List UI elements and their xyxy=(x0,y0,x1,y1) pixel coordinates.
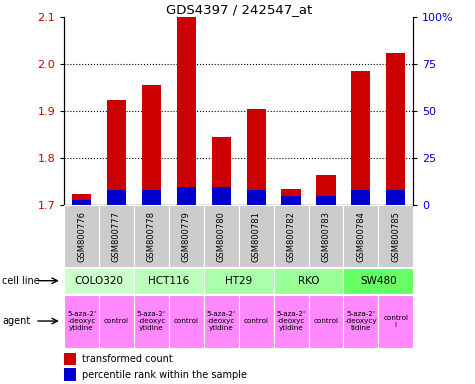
Text: HCT116: HCT116 xyxy=(148,276,190,286)
Bar xyxy=(247,190,266,205)
Bar xyxy=(282,196,301,205)
Text: GSM800785: GSM800785 xyxy=(391,211,400,262)
Bar xyxy=(142,86,161,205)
Text: control: control xyxy=(104,318,129,324)
Bar xyxy=(352,71,370,205)
Bar xyxy=(343,268,413,294)
Bar xyxy=(99,205,134,267)
Bar xyxy=(107,99,126,205)
Text: RKO: RKO xyxy=(298,276,319,286)
Text: GSM800784: GSM800784 xyxy=(356,211,365,262)
Text: GSM800781: GSM800781 xyxy=(252,211,261,262)
Bar xyxy=(64,295,99,348)
Bar xyxy=(386,53,405,205)
Bar xyxy=(212,187,231,205)
Bar xyxy=(142,190,161,205)
Text: COLO320: COLO320 xyxy=(75,276,124,286)
Title: GDS4397 / 242547_at: GDS4397 / 242547_at xyxy=(166,3,312,16)
Bar xyxy=(204,205,238,267)
Text: 5-aza-2'
-deoxycy
tidine: 5-aza-2' -deoxycy tidine xyxy=(344,311,377,331)
Bar xyxy=(64,205,99,267)
Bar xyxy=(177,17,196,205)
Text: 5-aza-2'
-deoxyc
ytidine: 5-aza-2' -deoxyc ytidine xyxy=(276,311,305,331)
Bar xyxy=(169,295,204,348)
Bar xyxy=(177,187,196,205)
Bar xyxy=(282,189,301,205)
Bar xyxy=(204,268,274,294)
Bar xyxy=(204,295,238,348)
Bar xyxy=(134,205,169,267)
Bar xyxy=(274,295,309,348)
Bar xyxy=(379,295,413,348)
Bar xyxy=(72,200,91,205)
Bar xyxy=(274,205,309,267)
Text: control: control xyxy=(314,318,339,324)
Bar xyxy=(64,353,76,365)
Bar xyxy=(72,194,91,205)
Bar xyxy=(99,295,134,348)
Text: control: control xyxy=(244,318,269,324)
Bar xyxy=(316,196,335,205)
Text: HT29: HT29 xyxy=(225,276,252,286)
Text: control: control xyxy=(174,318,199,324)
Text: percentile rank within the sample: percentile rank within the sample xyxy=(82,370,247,380)
Text: GSM800783: GSM800783 xyxy=(322,211,331,262)
Text: GSM800780: GSM800780 xyxy=(217,211,226,262)
Bar xyxy=(386,190,405,205)
Bar xyxy=(274,268,343,294)
Text: transformed count: transformed count xyxy=(82,354,172,364)
Bar xyxy=(169,205,204,267)
Bar xyxy=(379,205,413,267)
Text: GSM800779: GSM800779 xyxy=(182,211,191,262)
Text: cell line: cell line xyxy=(2,276,40,286)
Text: 5-aza-2'
-deoxyc
ytidine: 5-aza-2' -deoxyc ytidine xyxy=(207,311,236,331)
Bar xyxy=(343,295,379,348)
Text: GSM800782: GSM800782 xyxy=(286,211,295,262)
Text: GSM800778: GSM800778 xyxy=(147,211,156,262)
Bar xyxy=(343,205,379,267)
Bar xyxy=(64,268,134,294)
Text: agent: agent xyxy=(2,316,30,326)
Bar xyxy=(64,369,76,381)
Bar xyxy=(316,175,335,205)
Bar xyxy=(309,205,343,267)
Bar xyxy=(247,109,266,205)
Bar xyxy=(238,205,274,267)
Text: 5-aza-2'
-deoxyc
ytidine: 5-aza-2' -deoxyc ytidine xyxy=(67,311,96,331)
Text: control
l: control l xyxy=(383,314,408,328)
Bar xyxy=(309,295,343,348)
Text: 5-aza-2'
-deoxyc
ytidine: 5-aza-2' -deoxyc ytidine xyxy=(137,311,166,331)
Text: SW480: SW480 xyxy=(360,276,397,286)
Text: GSM800776: GSM800776 xyxy=(77,211,86,262)
Bar xyxy=(107,190,126,205)
Bar xyxy=(238,295,274,348)
Bar xyxy=(212,137,231,205)
Bar xyxy=(352,190,370,205)
Text: GSM800777: GSM800777 xyxy=(112,211,121,262)
Bar xyxy=(134,295,169,348)
Bar xyxy=(134,268,204,294)
